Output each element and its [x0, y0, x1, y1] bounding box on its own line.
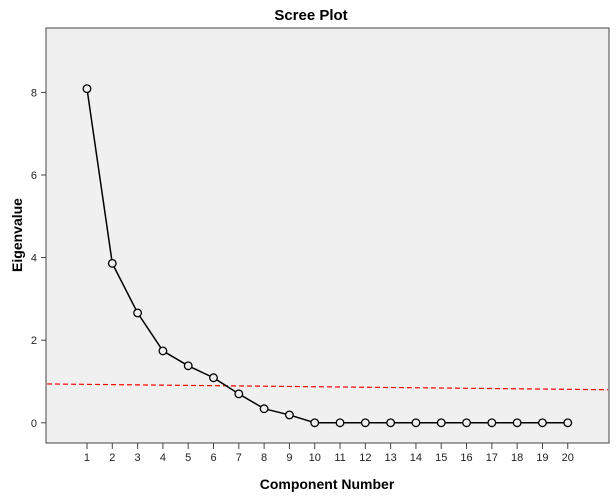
data-point: [462, 418, 471, 428]
x-axis-label: Component Number: [260, 476, 395, 492]
x-tick-label: 12: [359, 452, 371, 464]
data-point: [284, 410, 294, 420]
x-tick-label: 11: [334, 452, 345, 464]
y-tick-label: 2: [31, 335, 37, 347]
data-point: [133, 308, 143, 318]
x-tick-label: 20: [562, 452, 574, 464]
x-tick-label: 5: [185, 452, 191, 464]
x-tick-label: 19: [536, 452, 548, 464]
data-point: [82, 84, 92, 94]
x-tick-label: 18: [511, 452, 523, 464]
x-tick-label: 16: [460, 452, 472, 464]
data-point: [360, 418, 370, 428]
data-point: [487, 418, 497, 428]
x-tick-label: 8: [261, 452, 267, 464]
x-tick-label: 7: [236, 452, 242, 464]
x-tick-label: 10: [309, 452, 321, 464]
data-point: [411, 418, 421, 428]
y-tick-label: 0: [31, 418, 37, 430]
x-tick-label: 3: [135, 452, 141, 464]
x-tick-label: 1: [84, 452, 90, 464]
reference-line: [46, 383, 609, 391]
x-tick-label: 17: [486, 452, 498, 464]
data-point: [183, 361, 193, 371]
data-point: [512, 418, 522, 428]
data-point: [563, 418, 573, 428]
x-tick-label: 14: [410, 452, 422, 464]
y-tick-label: 6: [31, 170, 37, 182]
plot-area: [45, 27, 610, 444]
x-tick-label: 2: [109, 452, 115, 464]
data-point: [310, 418, 320, 428]
x-tick-label: 6: [210, 452, 216, 464]
data-point: [538, 418, 547, 428]
data-point: [259, 404, 269, 414]
x-tick-label: 13: [385, 452, 397, 464]
data-point: [107, 258, 117, 268]
data-point: [209, 373, 218, 383]
data-point: [335, 418, 345, 428]
chart-title: Scree Plot: [274, 7, 347, 24]
x-tick-label: 4: [160, 452, 166, 464]
y-tick-label: 8: [31, 87, 37, 99]
data-point: [436, 418, 446, 428]
data-point: [386, 418, 396, 428]
y-axis-label: Eigenvalue: [9, 198, 25, 272]
data-point: [158, 346, 168, 356]
x-tick-label: 15: [435, 452, 447, 464]
x-tick-label: 9: [286, 452, 292, 464]
data-point: [234, 389, 244, 399]
y-tick-label: 4: [31, 253, 37, 265]
